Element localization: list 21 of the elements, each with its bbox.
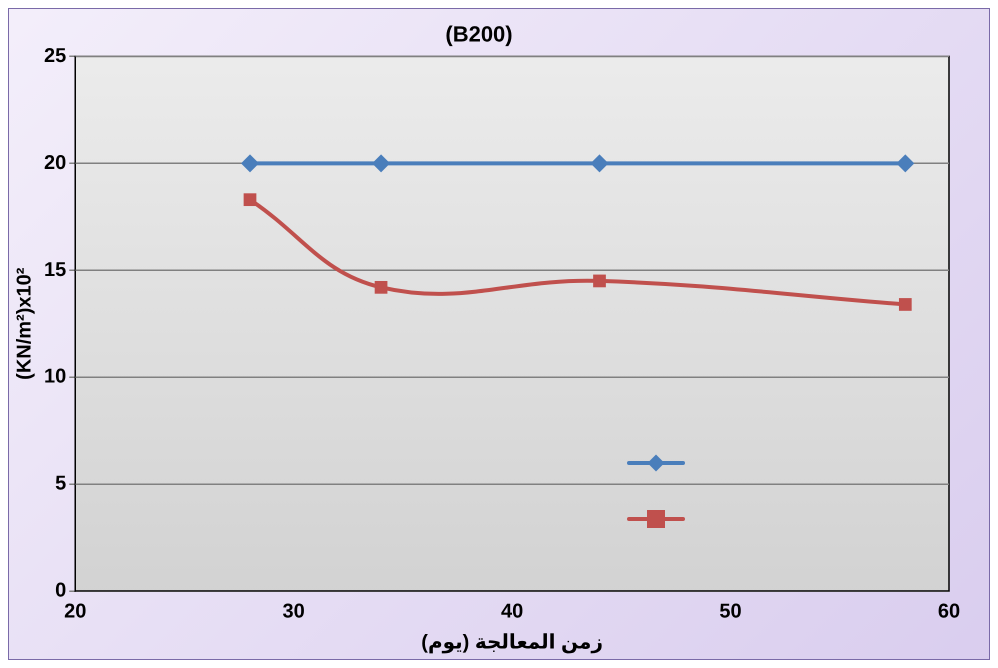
x-tick-label: 40	[501, 600, 524, 623]
x-tick-label: 30	[282, 600, 305, 623]
x-tick-label: 50	[719, 600, 742, 623]
y-tick-label: 10	[44, 366, 66, 388]
y-tick-label: 25	[44, 44, 66, 67]
y-tick-label: 5	[55, 472, 66, 495]
y-tick-label: 15	[44, 258, 66, 281]
y-tick-label: 0	[55, 580, 66, 602]
y-tick-label: 20	[44, 152, 66, 174]
chart-title: (B200)	[445, 21, 513, 46]
point	[898, 298, 912, 311]
point	[372, 154, 390, 172]
x-axis-title: زمن المعالجة (يوم)	[421, 632, 603, 654]
x-tick-label: 60	[938, 600, 960, 623]
point	[593, 274, 606, 288]
y-axis-title: (KN/m²)x10²	[14, 267, 36, 380]
point	[244, 193, 256, 206]
point	[374, 280, 388, 294]
point	[590, 154, 608, 172]
point	[896, 154, 914, 172]
point	[240, 154, 259, 172]
